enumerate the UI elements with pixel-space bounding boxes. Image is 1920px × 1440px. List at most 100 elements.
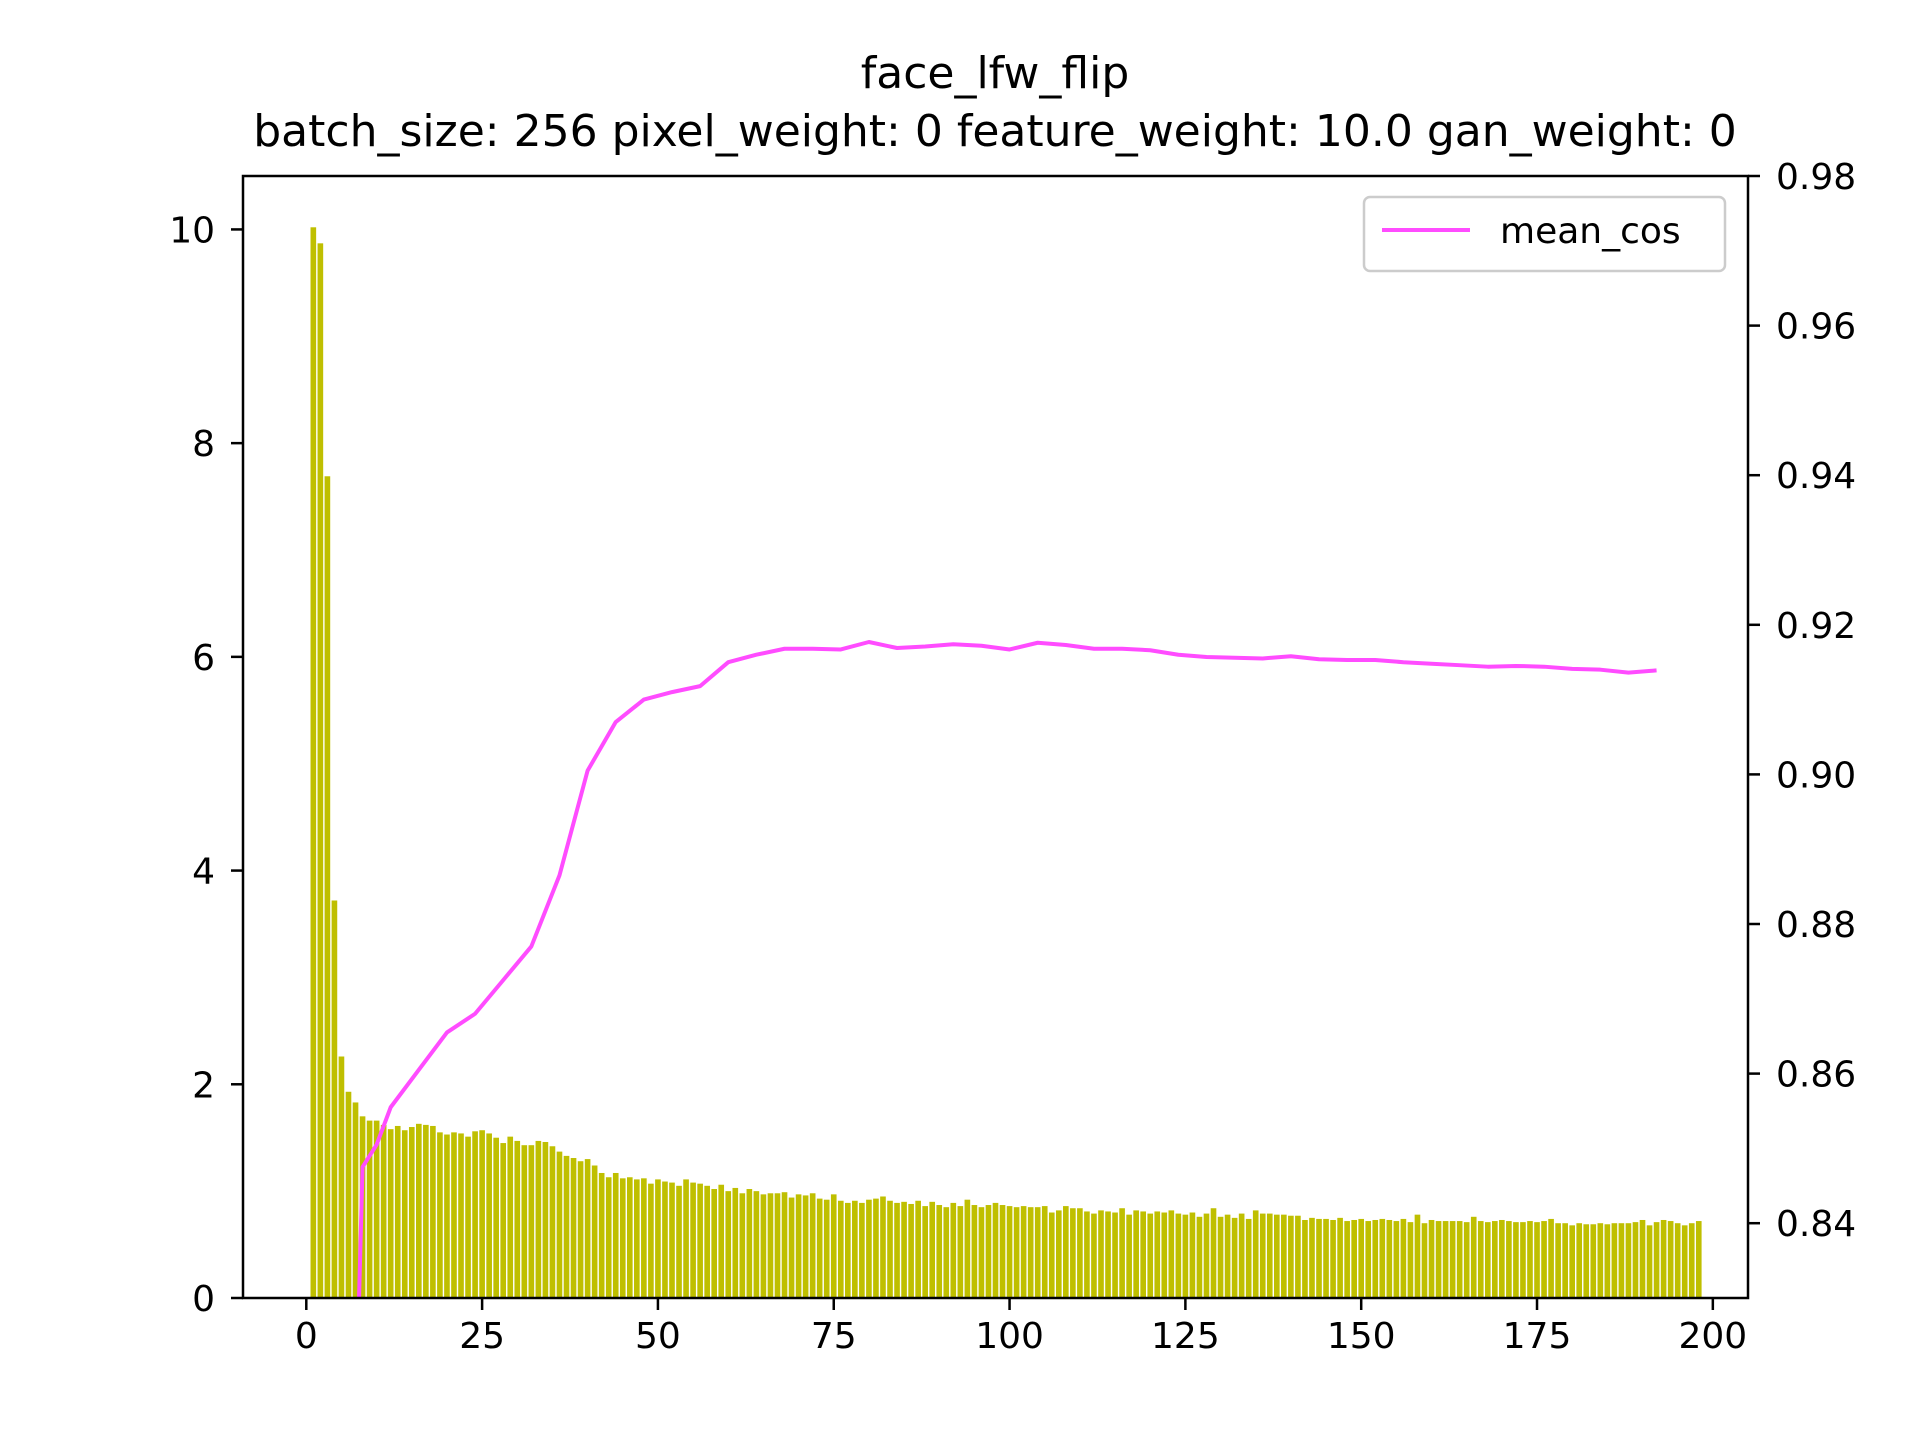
bar [1576,1223,1583,1298]
x-tick-label: 125 [1151,1316,1220,1357]
bar [500,1143,507,1298]
y-axis-right: 0.84 0.86 0.88 0.90 0.92 0.94 0.96 0.98 [1748,157,1856,1245]
bar [528,1145,535,1298]
bar [1590,1224,1597,1298]
bar [521,1145,528,1298]
bar [1604,1224,1611,1298]
bar [1281,1214,1287,1298]
bar [1569,1225,1575,1298]
bar [915,1200,921,1298]
bar-series-group [310,227,1702,1298]
x-tick-label: 50 [635,1316,681,1357]
bar [366,1120,373,1298]
bar [1470,1216,1477,1298]
bar [514,1140,521,1298]
bar [1055,1210,1062,1298]
bar [458,1133,464,1298]
y-axis-left: 0 2 4 6 8 10 [169,210,243,1320]
x-axis: 0 25 50 75 100 125 150 175 200 [295,1298,1747,1357]
bar [1203,1213,1210,1298]
bar [535,1140,542,1298]
bar [1027,1207,1034,1298]
bar [985,1205,992,1298]
bar [1084,1211,1090,1298]
bar [310,227,317,1298]
bar [1175,1213,1182,1298]
bar [612,1172,619,1298]
bar [591,1165,598,1298]
x-tick-label: 25 [459,1316,505,1357]
bar [408,1127,415,1298]
bar [1295,1215,1301,1298]
bar [1365,1221,1372,1298]
bar [1288,1215,1294,1298]
bar [584,1159,591,1298]
bar [1407,1222,1414,1298]
bar [1414,1214,1421,1298]
bar [1238,1213,1245,1298]
bar [479,1130,485,1298]
bar [929,1201,936,1298]
bar [999,1205,1006,1298]
bar [387,1129,394,1298]
bar [549,1146,556,1298]
legend-label-mean-cos: mean_cos [1500,211,1681,252]
bar [542,1141,549,1298]
y-right-tick-label: 0.94 [1776,456,1856,497]
bar [1527,1221,1533,1298]
bar [1168,1210,1175,1298]
bar [1112,1212,1118,1298]
bar [795,1194,802,1298]
bar [866,1199,872,1298]
bar [1358,1218,1365,1298]
bar [936,1205,943,1298]
bar [922,1206,928,1298]
bar [1161,1212,1168,1298]
y-left-tick-label: 0 [192,1279,215,1320]
bar [1013,1207,1020,1298]
bar [662,1181,668,1298]
bar [816,1198,823,1298]
bar [753,1191,760,1298]
bar [472,1131,478,1298]
bar [1379,1218,1386,1298]
bar [655,1179,661,1298]
bar [380,1124,387,1298]
bar [317,243,324,1298]
bar [676,1185,682,1298]
bar [626,1177,633,1298]
bar [416,1123,422,1298]
bar [887,1200,893,1298]
bar [943,1207,950,1298]
bar [852,1200,858,1298]
bar [556,1151,563,1298]
bar [1098,1210,1104,1298]
bar [1442,1221,1449,1298]
bar [1534,1222,1540,1298]
bar [1006,1206,1013,1298]
bar [1063,1206,1069,1298]
bar [1492,1221,1498,1298]
bar [718,1184,725,1298]
bar [1274,1214,1280,1298]
bar [1245,1218,1252,1298]
chart-subtitle: batch_size: 256 pixel_weight: 0 feature_… [253,106,1737,157]
bar [1667,1221,1674,1298]
bar [1688,1223,1695,1298]
bar [338,1056,345,1298]
bar [1520,1222,1526,1298]
bar [430,1125,436,1298]
bar [1400,1218,1407,1298]
bar [563,1155,570,1298]
bar [1611,1223,1618,1298]
bar [1041,1206,1048,1298]
bar [352,1102,359,1298]
bar [697,1183,703,1298]
bar [1660,1219,1667,1298]
bar [823,1199,830,1298]
bar [957,1206,964,1298]
bar [683,1179,689,1298]
bar [1583,1224,1590,1298]
bar [1625,1223,1632,1298]
